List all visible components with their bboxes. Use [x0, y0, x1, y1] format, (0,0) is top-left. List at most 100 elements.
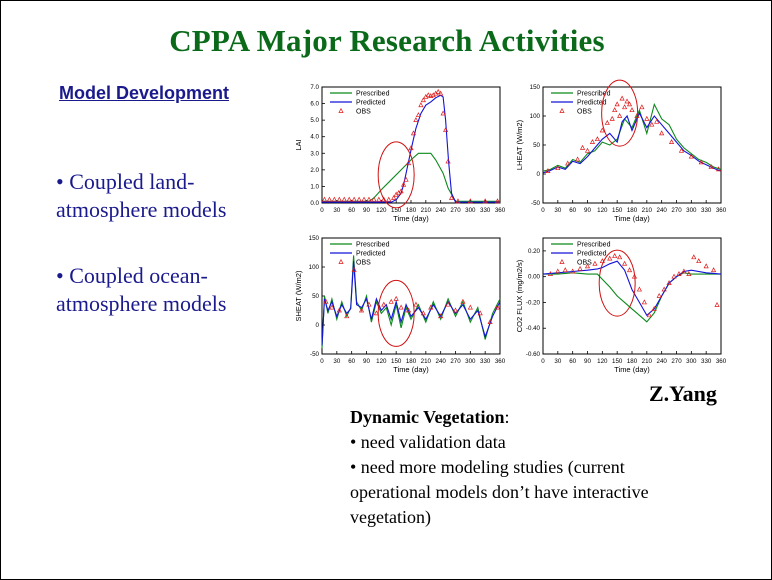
obs-point: [607, 255, 613, 261]
y-tick-label: 6.0: [310, 101, 319, 108]
x-tick-label: 240: [657, 358, 668, 365]
x-tick-label: 90: [363, 358, 370, 365]
y-tick-label: 7.0: [310, 84, 319, 91]
obs-point: [604, 119, 610, 125]
obs-point: [599, 258, 605, 264]
obs-point: [420, 310, 426, 316]
y-tick-label: 0.0: [310, 200, 319, 207]
y-tick-label: 150: [530, 84, 541, 91]
obs-point: [562, 267, 568, 273]
obs-point: [408, 145, 414, 151]
plot-frame: [542, 86, 722, 204]
x-tick-label: 60: [569, 358, 576, 365]
y-tick-label: 100: [309, 264, 320, 271]
obs-point: [323, 298, 329, 304]
x-tick-label: 30: [333, 207, 340, 214]
obs-point: [366, 301, 372, 307]
obs-point: [676, 271, 682, 276]
obs-point: [711, 267, 717, 273]
obs-point: [482, 198, 488, 204]
y-tick-label: -0.40: [526, 325, 541, 332]
y-tick-label: 5.0: [310, 117, 319, 124]
bullet-ocean-atmosphere: • Coupled ocean-atmosphere models: [56, 263, 227, 316]
obs-point: [425, 92, 431, 98]
obs-point: [555, 268, 561, 274]
obs-point: [376, 196, 382, 202]
obs-point: [398, 304, 404, 310]
x-tick-label: 30: [554, 358, 561, 365]
series-line-predicted: [542, 111, 722, 174]
x-tick-label: 60: [348, 207, 355, 214]
x-tick-label: 300: [686, 207, 697, 214]
obs-point: [614, 101, 620, 107]
obs-point: [659, 130, 665, 136]
y-tick-label: 4.0: [310, 134, 319, 141]
obs-point: [678, 147, 685, 153]
obs-point: [668, 139, 675, 144]
obs-point: [691, 254, 697, 260]
x-tick-label: 180: [406, 358, 417, 365]
obs-point: [413, 117, 419, 122]
obs-point: [346, 196, 352, 202]
x-tick-label: 90: [363, 207, 370, 214]
x-tick-label: 90: [584, 207, 591, 214]
x-tick-label: 0: [320, 207, 324, 214]
obs-point: [636, 286, 642, 292]
x-tick-label: 0: [541, 207, 545, 214]
x-tick-label: 270: [671, 207, 682, 214]
obs-point: [361, 196, 367, 202]
obs-point: [405, 307, 412, 313]
x-tick-label: 330: [701, 358, 712, 365]
x-tick-label: 270: [671, 358, 682, 365]
obs-point: [331, 196, 337, 202]
obs-point: [405, 160, 412, 166]
obs-point: [435, 88, 441, 94]
obs-point: [448, 194, 455, 200]
obs-point: [579, 144, 586, 150]
y-axis-label: LHEAT (W/m2): [515, 119, 524, 170]
chart-panel-4: 0 30 60 90 120 150 180 210 240 270 300 330 360 -0.60 -…: [515, 237, 727, 374]
chart-panel-2: 0 30 60 90 120 150 180 210 240 270 300 330 360-50050…: [515, 79, 727, 223]
obs-point: [371, 196, 377, 202]
author-credit: Z.Yang: [649, 381, 717, 406]
x-tick-label: 150: [612, 207, 623, 214]
obs-point: [467, 198, 473, 204]
highlight-ellipse: [598, 249, 636, 317]
x-tick-label: 120: [376, 207, 387, 214]
obs-point: [644, 115, 650, 121]
highlight-ellipse: [377, 141, 415, 209]
obs-point: [393, 295, 399, 301]
x-tick-label: 330: [701, 207, 712, 214]
notes-block: Dynamic Vegetation: • need validation da…: [350, 405, 700, 530]
obs-point: [631, 273, 638, 279]
x-tick-label: 360: [495, 207, 506, 214]
obs-point: [336, 307, 342, 313]
slide-title: CPPA Major Research Activities: [169, 23, 605, 58]
x-tick-label: 30: [554, 207, 561, 214]
legend-label: Prescribed: [356, 242, 390, 249]
x-axis-label: Time (day): [614, 214, 650, 223]
obs-point: [445, 301, 451, 307]
y-tick-label: 0.20: [528, 248, 541, 255]
y-axis-label: LAI: [294, 139, 303, 150]
obs-point: [654, 118, 660, 124]
obs-point: [321, 196, 328, 202]
obs-point: [617, 112, 623, 118]
y-tick-label: 150: [309, 235, 320, 242]
obs-point: [428, 304, 434, 310]
obs-point: [415, 112, 421, 118]
obs-point: [401, 181, 407, 187]
series-line-predicted: [321, 261, 501, 346]
obs-point: [629, 107, 635, 113]
y-tick-label: 0.00: [528, 274, 541, 281]
series-line-prescribed: [322, 152, 500, 202]
obs-point: [622, 104, 628, 110]
x-tick-label: 270: [450, 207, 461, 214]
obs-point: [671, 273, 677, 279]
x-tick-label: 60: [569, 207, 576, 214]
legend-label: Predicted: [577, 251, 607, 258]
obs-point: [438, 313, 444, 319]
obs-point: [599, 127, 605, 133]
obs-point: [477, 310, 483, 316]
x-tick-label: 180: [627, 358, 638, 365]
